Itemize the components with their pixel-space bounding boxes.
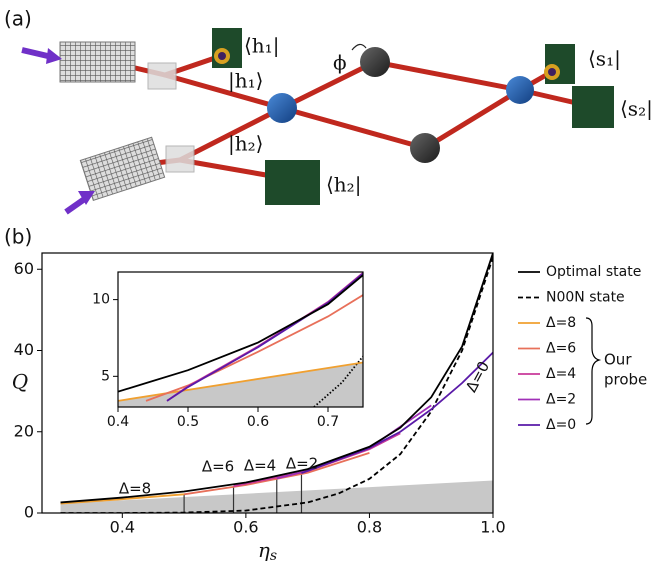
plot-area [60, 253, 493, 513]
axes-frame [41, 252, 494, 514]
panel-label: (b) [4, 225, 32, 249]
crystals [59, 41, 166, 202]
x-tick-label: 1.0 [480, 518, 505, 537]
y-tick-label: 60 [14, 259, 34, 278]
x-tick-label: 0.5 [177, 414, 199, 430]
x-label-symbol: η [258, 538, 270, 562]
mode-label: ⟨h₁| [244, 34, 279, 59]
y-tick-label: 5 [101, 368, 110, 384]
series-line [145, 294, 363, 402]
x-tick-label: 0.6 [233, 518, 258, 537]
x-tick-label: 0.7 [317, 414, 339, 430]
series-line [313, 355, 363, 407]
mirrors [360, 47, 440, 163]
mode-label: ⟨s₂| [620, 97, 653, 122]
x-tick-label: 0.6 [247, 414, 269, 430]
plot-area [118, 272, 363, 407]
series-line [118, 361, 363, 402]
legend-label: N00N state [546, 290, 625, 306]
annotation: Δ=0 [462, 358, 493, 395]
legend-label: Δ=4 [546, 366, 576, 382]
series-line [301, 351, 493, 475]
cubes [147, 62, 195, 173]
legend-brace [585, 317, 602, 425]
series-line [183, 452, 370, 496]
series-line [166, 272, 363, 402]
y-tick-label: 20 [14, 421, 34, 440]
legend-label: Δ=0 [546, 417, 576, 433]
annotation: Δ=6 [202, 458, 234, 476]
phase-label: ϕ [333, 51, 347, 75]
panel-label: (a) [4, 7, 32, 31]
series-line [60, 493, 185, 505]
x-axis-label: ηs [258, 538, 277, 565]
beam-splitters [267, 76, 534, 123]
annotation: Δ=2 [286, 455, 318, 473]
y-axis-label: Q [12, 370, 28, 394]
legend-group-label: probe [604, 371, 647, 389]
detectors [212, 28, 614, 205]
mode-label: ⟨h₂| [326, 173, 361, 198]
x-tick-label: 0.4 [110, 518, 135, 537]
x-tick-label: 0.4 [107, 414, 129, 430]
annotation: Δ=8 [119, 480, 151, 498]
shaded-region [118, 362, 363, 407]
x-label-subscript: s [270, 548, 277, 564]
phase-arc [351, 43, 367, 51]
setup-diagram [21, 28, 614, 215]
legend-label: Optimal state [546, 264, 641, 280]
mode-label: ⟨s₁| [588, 47, 621, 72]
series-line [118, 274, 363, 393]
legend-label: Δ=6 [546, 341, 576, 357]
legend-label: Δ=8 [546, 315, 576, 331]
legend-group-label: Our [604, 351, 632, 369]
axes-frame [117, 271, 364, 408]
legend-label: Δ=2 [546, 392, 576, 408]
x-tick-label: 0.8 [357, 518, 382, 537]
pump-arrows [21, 47, 95, 215]
y-tick-label: 10 [92, 292, 110, 308]
mode-label: |h₁⟩ [228, 69, 263, 94]
y-tick-label: 0 [24, 503, 34, 522]
annotation: Δ=4 [244, 457, 276, 475]
series-line [60, 253, 493, 504]
mode-label: |h₂⟩ [228, 132, 263, 157]
y-tick-label: 40 [14, 340, 34, 359]
